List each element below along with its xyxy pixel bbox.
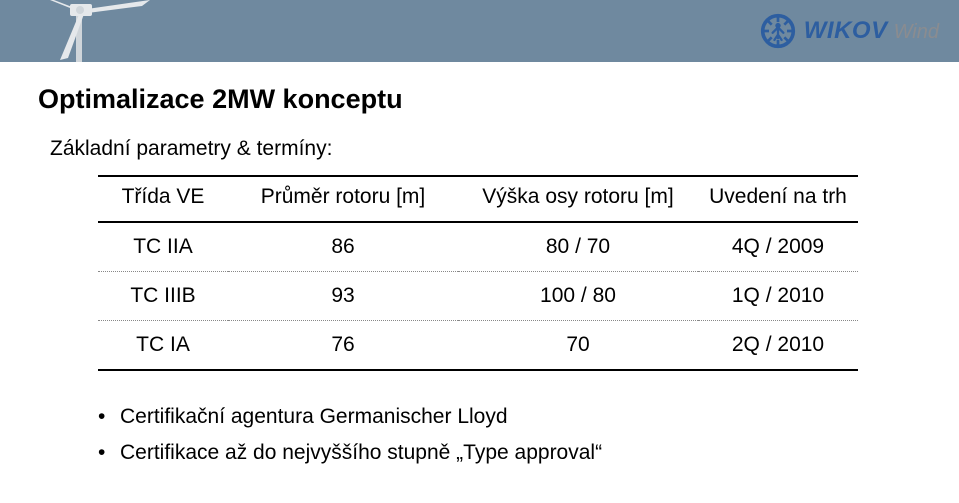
table-cell: TC IA <box>98 321 228 371</box>
table-row: TC IA 76 70 2Q / 2010 <box>98 321 858 371</box>
table-cell: TC IIA <box>98 222 228 272</box>
page-title: Optimalizace 2MW konceptu <box>38 84 921 115</box>
col-header: Třída VE <box>98 176 228 222</box>
brand-sub-label: Wind <box>894 21 939 44</box>
brand-text: WIKOV Wind <box>804 17 939 45</box>
table-cell: 1Q / 2010 <box>698 272 858 321</box>
table-cell: 70 <box>458 321 698 371</box>
header-banner: WIKOV Wind <box>0 0 959 62</box>
col-header: Výška osy rotoru [m] <box>458 176 698 222</box>
slide-content: Optimalizace 2MW konceptu Základní param… <box>0 62 959 471</box>
list-item: Certifikační agentura Germanischer Lloyd <box>98 399 921 435</box>
table-cell: 4Q / 2009 <box>698 222 858 272</box>
table-cell: 2Q / 2010 <box>698 321 858 371</box>
brand-main-label: WIKOV <box>804 17 888 45</box>
subtitle: Základní parametry & termíny: <box>50 137 921 161</box>
col-header: Průměr rotoru [m] <box>228 176 458 222</box>
bullet-list: Certifikační agentura Germanischer Lloyd… <box>98 399 921 471</box>
wind-turbine-icon <box>0 0 170 62</box>
table-row: TC IIA 86 80 / 70 4Q / 2009 <box>98 222 858 272</box>
table-header-row: Třída VE Průměr rotoru [m] Výška osy rot… <box>98 176 858 222</box>
parameters-table: Třída VE Průměr rotoru [m] Výška osy rot… <box>98 175 858 371</box>
table-cell: 100 / 80 <box>458 272 698 321</box>
brand: WIKOV Wind <box>760 0 959 62</box>
col-header: Uvedení na trh <box>698 176 858 222</box>
table-cell: 76 <box>228 321 458 371</box>
list-item: Certifikace až do nejvyššího stupně „Typ… <box>98 435 921 471</box>
parameters-table-wrap: Třída VE Průměr rotoru [m] Výška osy rot… <box>98 175 901 371</box>
brand-logo-icon <box>760 13 796 49</box>
table-cell: 80 / 70 <box>458 222 698 272</box>
turbine-graphic <box>0 0 170 62</box>
table-cell: TC IIIB <box>98 272 228 321</box>
table-row: TC IIIB 93 100 / 80 1Q / 2010 <box>98 272 858 321</box>
table-cell: 86 <box>228 222 458 272</box>
table-cell: 93 <box>228 272 458 321</box>
